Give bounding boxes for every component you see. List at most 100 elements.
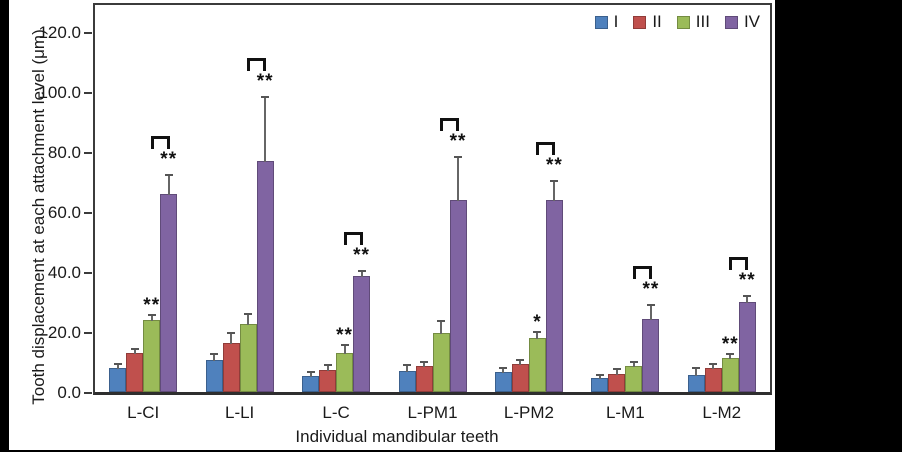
x-tick-label: L-M2 bbox=[702, 403, 742, 422]
legend-label: II bbox=[652, 12, 662, 31]
legend-item: IV bbox=[724, 12, 760, 32]
error-bar-cap bbox=[533, 331, 542, 334]
error-bar-cap bbox=[550, 180, 559, 182]
error-bar bbox=[360, 271, 363, 278]
error-bar bbox=[150, 315, 153, 321]
error-bar bbox=[116, 365, 119, 369]
error-bar bbox=[746, 296, 749, 304]
error-bar bbox=[264, 98, 267, 162]
plot-area: ** ** ** ** ** ** * ** ** ** ** I II III IV bbox=[93, 3, 772, 395]
bar bbox=[302, 376, 320, 392]
error-bar-cap bbox=[147, 313, 156, 316]
bar bbox=[336, 353, 354, 392]
error-bar bbox=[632, 363, 635, 367]
significance-stars: * bbox=[533, 312, 542, 334]
y-tick-mark bbox=[84, 32, 92, 34]
y-tick-label: 0.0 bbox=[57, 383, 81, 402]
bar bbox=[591, 378, 609, 392]
error-bar-cap bbox=[227, 332, 236, 335]
legend-label: III bbox=[695, 12, 710, 31]
bar bbox=[222, 343, 240, 392]
error-bar-cap bbox=[454, 156, 462, 158]
significance-bracket bbox=[343, 231, 363, 245]
bar bbox=[143, 320, 161, 392]
error-bar bbox=[309, 373, 312, 378]
legend-swatch bbox=[676, 15, 690, 29]
error-bar bbox=[615, 370, 618, 375]
legend-item: I bbox=[594, 12, 619, 32]
error-bar-cap bbox=[244, 313, 253, 316]
error-bar bbox=[649, 305, 652, 321]
y-tick-mark bbox=[84, 212, 92, 214]
error-bar-cap bbox=[357, 269, 366, 272]
significance-bracket bbox=[632, 265, 652, 279]
significance-stars: ** bbox=[353, 244, 370, 266]
bar bbox=[511, 363, 529, 392]
error-bar bbox=[213, 355, 216, 362]
bar bbox=[353, 276, 371, 392]
error-bar bbox=[553, 182, 556, 201]
error-bar-cap bbox=[340, 344, 349, 347]
significance-stars: ** bbox=[256, 71, 274, 92]
legend-swatch bbox=[633, 15, 647, 29]
bar bbox=[239, 324, 257, 392]
error-bar bbox=[406, 365, 408, 372]
bar bbox=[319, 369, 337, 392]
error-bar-cap bbox=[130, 347, 139, 350]
error-bar-cap bbox=[210, 353, 219, 356]
significance-stars: ** bbox=[160, 149, 178, 170]
legend-item: II bbox=[633, 12, 662, 32]
bar bbox=[704, 368, 722, 392]
bar bbox=[642, 319, 660, 392]
y-tick-label: 40.0 bbox=[47, 263, 81, 282]
bar bbox=[528, 338, 546, 392]
error-bar-cap bbox=[612, 368, 621, 371]
legend-swatch bbox=[594, 15, 608, 29]
bar bbox=[160, 194, 178, 392]
error-bar bbox=[519, 360, 522, 365]
error-bar-cap bbox=[726, 353, 735, 356]
legend-label: IV bbox=[743, 12, 760, 31]
error-bar-cap bbox=[499, 366, 508, 369]
y-tick-label: 120.0 bbox=[38, 23, 81, 42]
error-bar bbox=[230, 334, 233, 345]
bar bbox=[738, 302, 756, 392]
error-bar-cap bbox=[261, 96, 270, 98]
y-tick-mark bbox=[84, 152, 92, 154]
error-bar-cap bbox=[646, 303, 655, 306]
x-tick-label: L-CI bbox=[127, 403, 160, 422]
bar bbox=[205, 360, 223, 392]
bar bbox=[256, 161, 274, 392]
bar bbox=[109, 368, 127, 392]
error-bar-cap bbox=[403, 363, 411, 366]
error-bar bbox=[598, 375, 601, 380]
significance-bracket bbox=[729, 256, 749, 270]
error-bar bbox=[536, 333, 539, 340]
error-bar bbox=[167, 176, 170, 195]
error-bar bbox=[440, 322, 442, 334]
bar bbox=[398, 371, 416, 392]
error-bar-cap bbox=[164, 174, 173, 176]
legend-label: I bbox=[613, 12, 619, 31]
error-bar-cap bbox=[692, 366, 701, 369]
legend-swatch bbox=[724, 15, 738, 29]
x-tick-label: L-PM2 bbox=[503, 403, 554, 422]
bar bbox=[625, 365, 643, 392]
x-tick-label: L-PM1 bbox=[407, 403, 458, 422]
y-tick-label: 100.0 bbox=[38, 83, 81, 102]
significance-bracket bbox=[150, 136, 170, 149]
bar bbox=[449, 200, 467, 392]
error-bar-cap bbox=[113, 363, 122, 365]
error-bar bbox=[423, 362, 425, 367]
chart-figure: Tooth displacement at each attachment le… bbox=[9, 0, 775, 450]
significance-stars: ** bbox=[721, 334, 739, 356]
error-bar-cap bbox=[516, 358, 525, 361]
error-bar bbox=[712, 365, 715, 370]
y-tick-label: 60.0 bbox=[47, 203, 81, 222]
error-bar bbox=[502, 368, 505, 373]
error-bar bbox=[343, 346, 346, 354]
significance-stars: ** bbox=[143, 294, 161, 316]
y-tick-label: 80.0 bbox=[47, 143, 81, 162]
x-tick-label: L-LI bbox=[224, 403, 255, 422]
